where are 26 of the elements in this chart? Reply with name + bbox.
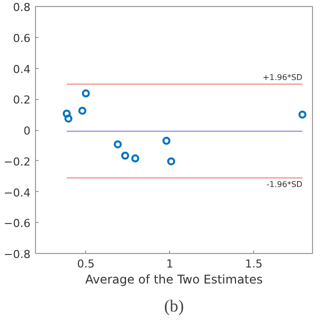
- x-tick-label: 1.5: [244, 258, 262, 270]
- point: [121, 152, 130, 160]
- point: [131, 154, 140, 162]
- point: [162, 136, 170, 145]
- y-tick-label: −0.4: [4, 186, 31, 200]
- ref-line-label: -1.96*SD: [266, 180, 302, 189]
- y-tick-label: 0.2: [13, 94, 31, 107]
- y-tick-label: 0.4: [13, 62, 31, 76]
- point: [167, 157, 176, 166]
- text: (b): [164, 296, 184, 316]
- point: [64, 114, 72, 123]
- y-tick-label: 0: [24, 124, 30, 138]
- x-axis-title: Average of the Two Estimates: [85, 272, 263, 286]
- y-tick-label: −0.8: [4, 248, 31, 261]
- y-tick-label: −0.6: [4, 217, 31, 230]
- point: [62, 110, 71, 118]
- y-tick-label: 0.8: [13, 1, 31, 14]
- x-tick-label: 1: [166, 258, 174, 270]
- x-tick-label: 0.5: [77, 258, 95, 270]
- ref-line-label: +1.96*SD: [262, 73, 302, 82]
- y-tick-label: −0.2: [4, 155, 31, 168]
- point: [82, 89, 90, 98]
- point: [298, 110, 306, 119]
- point: [114, 140, 122, 148]
- y-tick-label: 0.6: [13, 32, 31, 45]
- point: [78, 106, 86, 115]
